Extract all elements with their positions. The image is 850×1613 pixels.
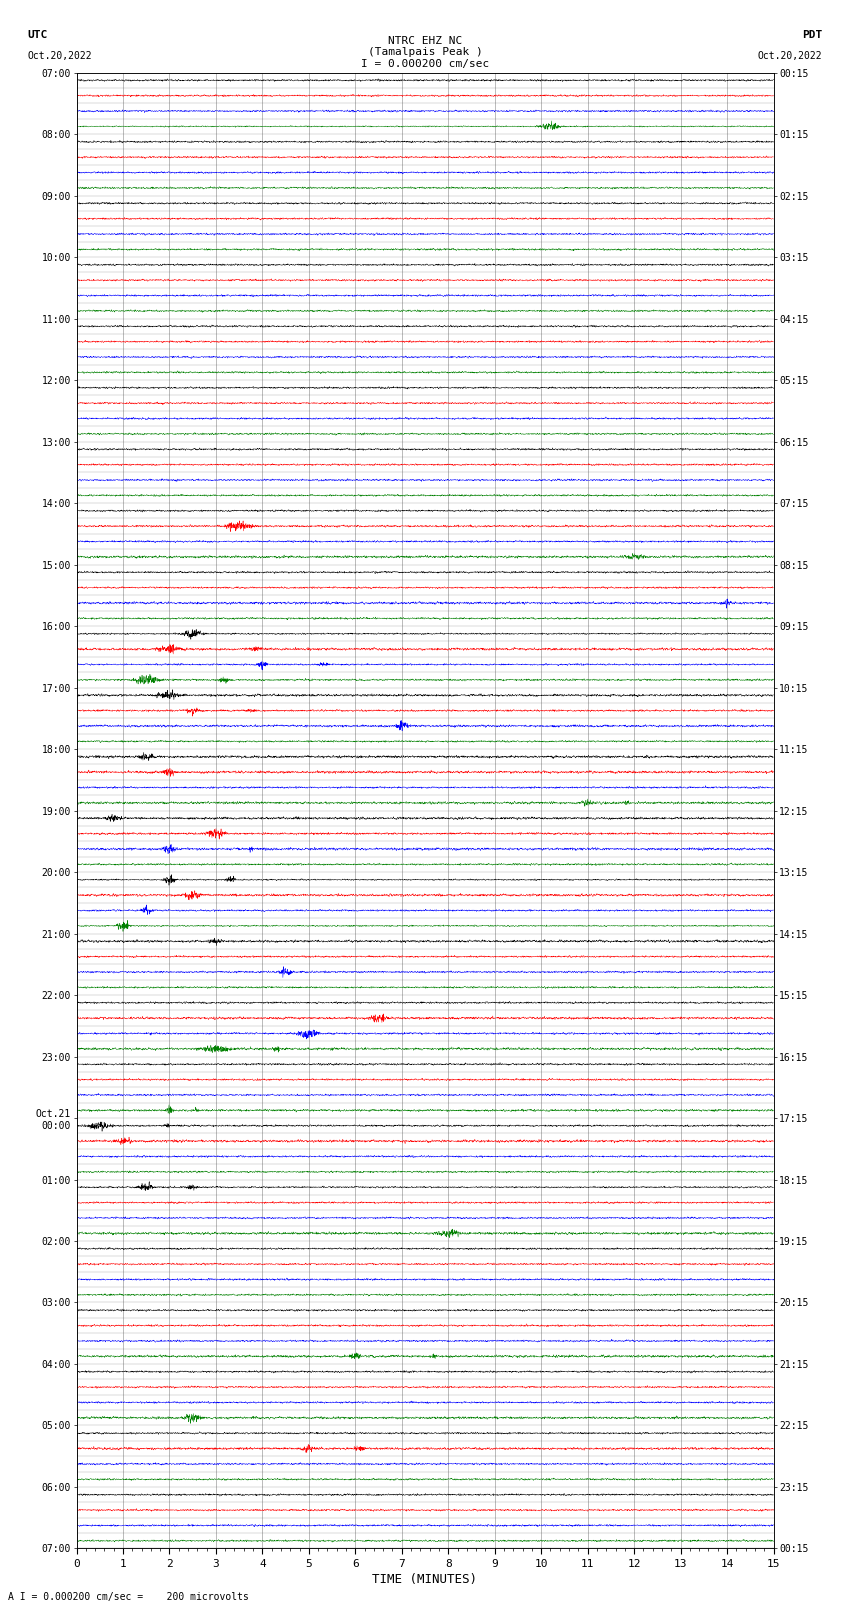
X-axis label: TIME (MINUTES): TIME (MINUTES): [372, 1573, 478, 1586]
Text: Oct.20,2022: Oct.20,2022: [28, 50, 93, 61]
Title: NTRC EHZ NC
(Tamalpais Peak )
I = 0.000200 cm/sec: NTRC EHZ NC (Tamalpais Peak ) I = 0.0002…: [361, 35, 489, 69]
Text: Oct.20,2022: Oct.20,2022: [757, 50, 822, 61]
Text: A I = 0.000200 cm/sec =    200 microvolts: A I = 0.000200 cm/sec = 200 microvolts: [8, 1592, 249, 1602]
Text: UTC: UTC: [28, 31, 48, 40]
Text: PDT: PDT: [802, 31, 822, 40]
